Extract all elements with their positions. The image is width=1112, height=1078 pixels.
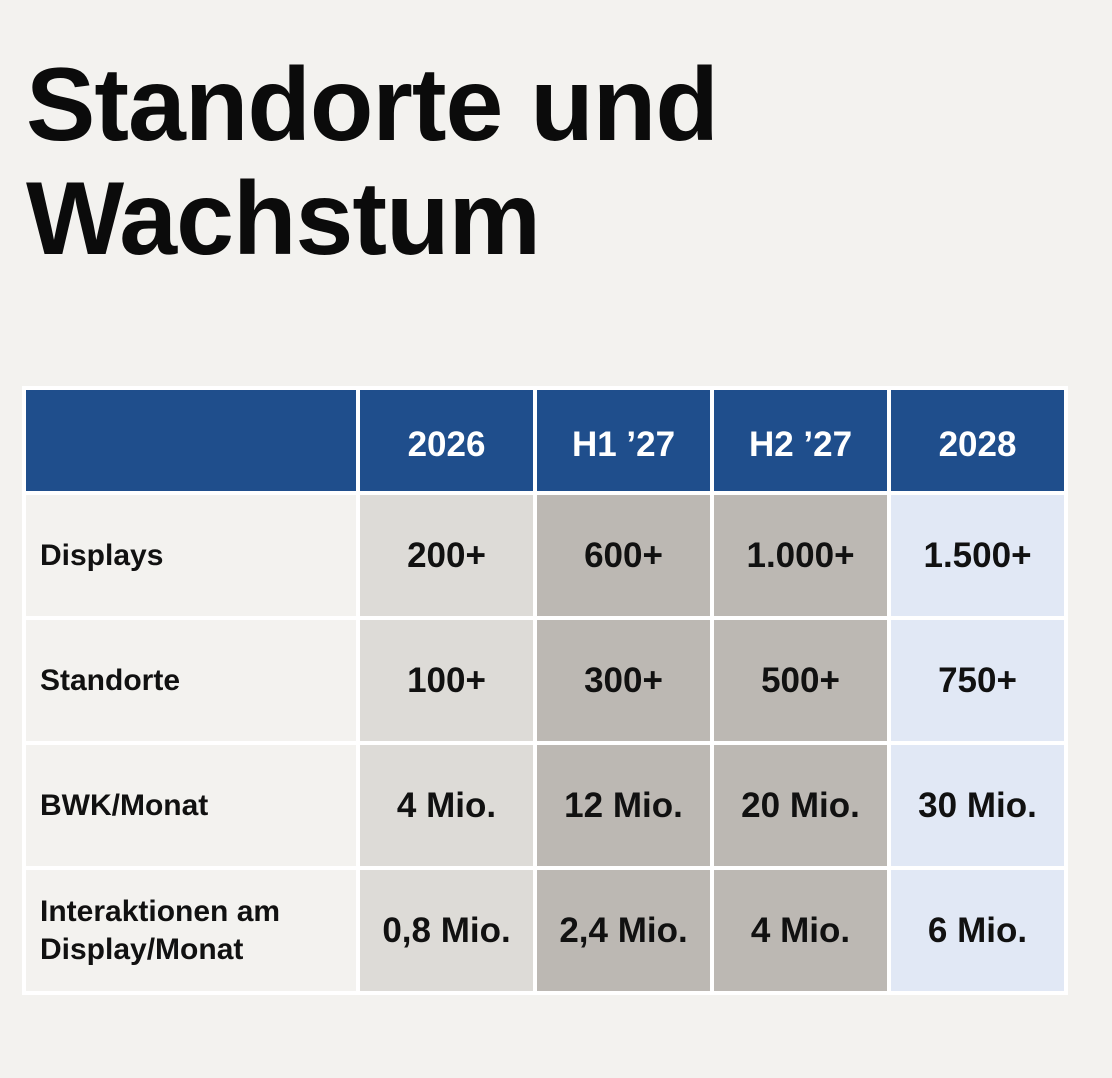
header-cell-empty <box>26 390 356 491</box>
table-row: Standorte 100+ 300+ 500+ 750+ <box>26 620 1064 741</box>
table-cell: 200+ <box>360 495 533 616</box>
table-cell: 600+ <box>537 495 710 616</box>
page-title-line-1: Standorte und <box>26 47 719 163</box>
table-cell: 1.500+ <box>891 495 1064 616</box>
growth-table: 2026 H1 ’27 H2 ’27 2028 Displays 200+ 60… <box>22 386 1068 995</box>
table-cell: 0,8 Mio. <box>360 870 533 991</box>
header-cell-h1-27: H1 ’27 <box>537 390 710 491</box>
row-label-standorte: Standorte <box>26 620 356 741</box>
table-cell: 20 Mio. <box>714 745 887 866</box>
table-cell: 4 Mio. <box>360 745 533 866</box>
row-label-displays: Displays <box>26 495 356 616</box>
table-cell: 300+ <box>537 620 710 741</box>
table-cell: 100+ <box>360 620 533 741</box>
table-cell: 1.000+ <box>714 495 887 616</box>
table-cell: 6 Mio. <box>891 870 1064 991</box>
header-cell-2028: 2028 <box>891 390 1064 491</box>
page-title-line-2: Wachstum <box>26 161 541 277</box>
header-cell-2026: 2026 <box>360 390 533 491</box>
table-row: Displays 200+ 600+ 1.000+ 1.500+ <box>26 495 1064 616</box>
table-header-row: 2026 H1 ’27 H2 ’27 2028 <box>26 390 1064 491</box>
table-row: BWK/Monat 4 Mio. 12 Mio. 20 Mio. 30 Mio. <box>26 745 1064 866</box>
page-title: Standorte und Wachstum <box>26 47 719 277</box>
row-label-bwk-monat: BWK/Monat <box>26 745 356 866</box>
row-label-interaktionen: Interaktionen am Display/Monat <box>26 870 356 991</box>
table-row: Interaktionen am Display/Monat 0,8 Mio. … <box>26 870 1064 991</box>
table-cell: 500+ <box>714 620 887 741</box>
table-cell: 30 Mio. <box>891 745 1064 866</box>
table-cell: 4 Mio. <box>714 870 887 991</box>
table-cell: 2,4 Mio. <box>537 870 710 991</box>
table-cell: 750+ <box>891 620 1064 741</box>
table-cell: 12 Mio. <box>537 745 710 866</box>
header-cell-h2-27: H2 ’27 <box>714 390 887 491</box>
